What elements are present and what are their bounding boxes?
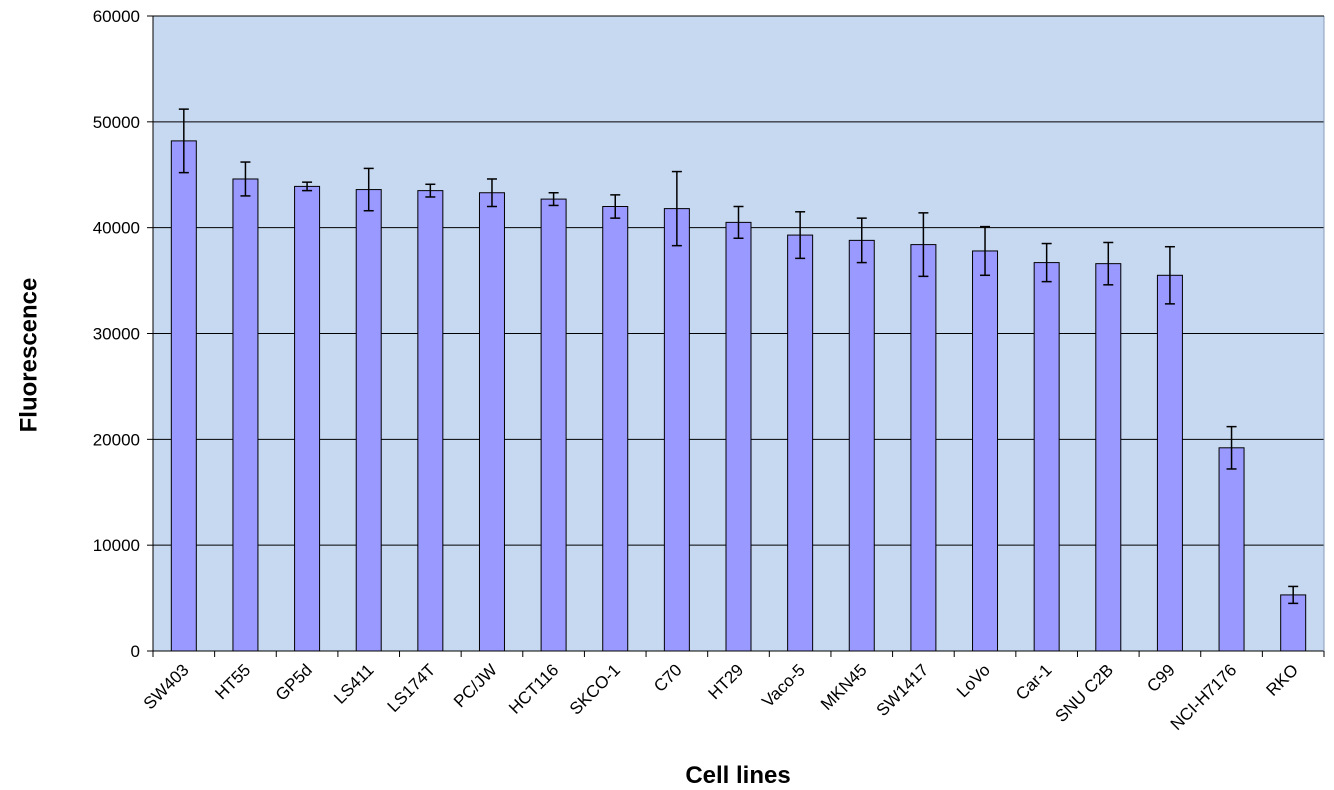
error-bar xyxy=(1226,425,1237,470)
bar xyxy=(294,185,321,652)
x-tick-label: RKO xyxy=(1263,660,1302,699)
bar xyxy=(417,190,444,652)
error-bar xyxy=(363,167,374,212)
bar xyxy=(1218,447,1245,652)
error-bars xyxy=(178,108,1299,605)
error-bar xyxy=(856,217,867,264)
x-tick-label: MKN45 xyxy=(817,660,871,714)
bar xyxy=(355,189,382,652)
error-bar xyxy=(671,170,682,247)
x-tick-label: SW403 xyxy=(140,660,193,713)
y-tick-label: 20000 xyxy=(93,430,140,449)
y-tick-label: 30000 xyxy=(93,325,140,344)
error-bar xyxy=(980,225,991,277)
error-bar xyxy=(1103,241,1114,286)
x-tick-label: C99 xyxy=(1143,660,1178,695)
x-tick-label: Car-1 xyxy=(1012,660,1055,703)
x-tick-label: LoVo xyxy=(953,660,994,701)
bar xyxy=(478,192,505,652)
bar xyxy=(602,206,629,652)
error-bar xyxy=(795,211,806,260)
y-tick-label: 40000 xyxy=(93,219,140,238)
bar xyxy=(1156,274,1183,652)
x-tick-label: C70 xyxy=(650,660,685,695)
error-bar xyxy=(1164,245,1175,305)
x-tick-label: NCI-H7176 xyxy=(1167,660,1241,734)
error-bar xyxy=(302,181,313,192)
error-bar xyxy=(1288,585,1299,605)
bar xyxy=(848,239,875,652)
y-tick-label: 10000 xyxy=(93,536,140,555)
bar xyxy=(972,250,999,652)
bar xyxy=(1280,594,1307,652)
bar xyxy=(663,208,690,652)
y-tick-label: 60000 xyxy=(93,7,140,26)
x-axis-title: Cell lines xyxy=(685,762,790,789)
x-tick-label: LS174T xyxy=(384,660,440,716)
y-tick-label: 0 xyxy=(131,642,140,661)
bar xyxy=(1033,262,1060,652)
x-tick-labels: SW403 HT55 GP5d LS411 LS174T PC/JW HCT116 SKCO-… xyxy=(140,660,1302,734)
x-tick-label: GP5d xyxy=(272,660,316,704)
x-tick-label: HT29 xyxy=(704,660,747,703)
x-tick-label: SKCO-1 xyxy=(566,660,624,718)
y-tick-label: 50000 xyxy=(93,113,140,132)
y-axis-title: Fluorescence xyxy=(15,278,42,433)
bars xyxy=(170,140,1307,652)
y-tick-labels: 0 10000 20000 30000 40000 50000 60000 xyxy=(93,7,140,661)
axes xyxy=(147,15,1325,657)
error-bar xyxy=(733,205,744,239)
error-bar xyxy=(1041,242,1052,283)
bar xyxy=(910,244,937,652)
bar xyxy=(540,198,567,652)
bar xyxy=(232,178,259,652)
x-tick-label: SW1417 xyxy=(873,660,933,720)
x-tick-label: PC/JW xyxy=(450,660,501,711)
x-tick-label: HT55 xyxy=(211,660,254,703)
x-tick-label: SNU C2B xyxy=(1052,660,1118,726)
bar xyxy=(1095,263,1122,652)
error-bar xyxy=(486,178,497,208)
bar xyxy=(725,221,752,652)
error-bar xyxy=(918,212,929,278)
x-tick-label: LS411 xyxy=(330,660,377,707)
error-bar xyxy=(548,191,559,207)
bar xyxy=(787,234,814,652)
error-bar xyxy=(610,194,621,219)
error-bar xyxy=(240,161,251,197)
bar xyxy=(170,140,197,652)
error-bar xyxy=(425,183,436,198)
error-bar xyxy=(178,108,189,174)
x-tick-label: Vaco-5 xyxy=(758,660,809,711)
x-tick-label: HCT116 xyxy=(505,660,562,717)
